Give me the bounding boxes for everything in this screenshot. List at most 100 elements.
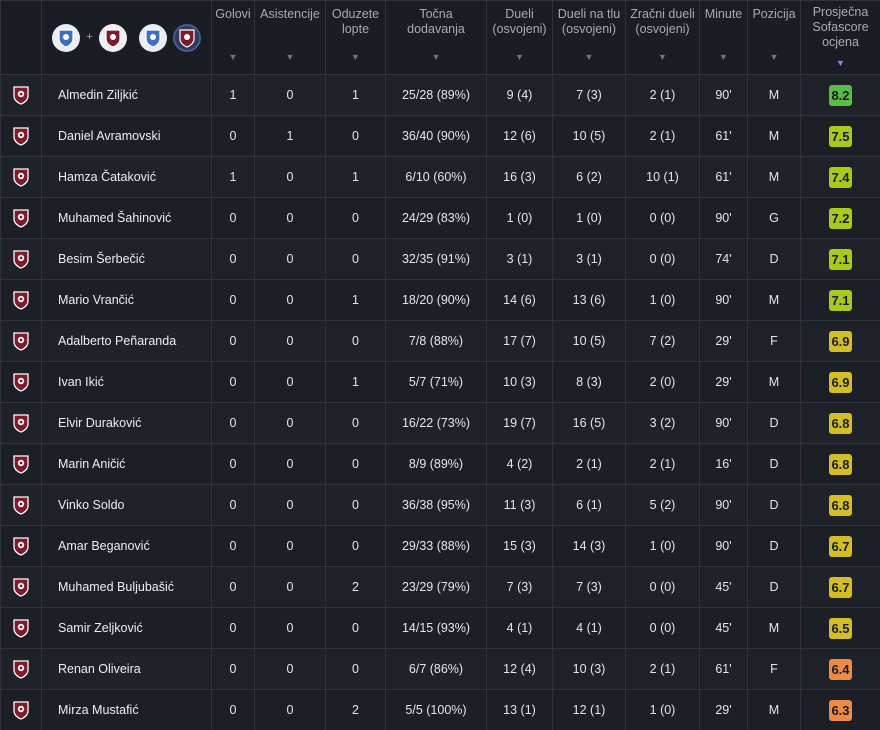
rating-badge: 6.4 — [829, 658, 852, 680]
player-name[interactable]: Amar Beganović — [41, 525, 212, 567]
stat-oduzete: 0 — [325, 238, 386, 280]
stat-golovi: 0 — [211, 115, 255, 157]
stat-tlo: 7 (3) — [552, 566, 626, 608]
team-cell — [0, 607, 42, 649]
player-name[interactable]: Mario Vrančić — [41, 279, 212, 321]
table-row[interactable]: Hamza Čataković 1 0 1 6/10 (60%) 16 (3) 6 (2) 1… — [0, 156, 880, 198]
table-row[interactable]: Mirza Mustafić 0 0 2 5/5 (100%) 13 (1) 12 (1) 1… — [0, 689, 880, 730]
stat-dueli: 4 (2) — [486, 443, 553, 485]
stat-dodavanja: 6/7 (86%) — [385, 648, 487, 690]
player-name[interactable]: Vinko Soldo — [41, 484, 212, 526]
player-name[interactable]: Besim Šerbečić — [41, 238, 212, 280]
home-team-icon[interactable] — [138, 23, 167, 52]
table-row[interactable]: Amar Beganović 0 0 0 29/33 (88%) 15 (3) 14 (3)… — [0, 525, 880, 567]
table-row[interactable]: Almedin Ziljkić 1 0 1 25/28 (89%) 9 (4) 7 (3) 2… — [0, 74, 880, 116]
stat-golovi: 1 — [211, 156, 255, 198]
stat-dodavanja: 25/28 (89%) — [385, 74, 487, 116]
stat-golovi: 0 — [211, 648, 255, 690]
stat-dueli: 14 (6) — [486, 279, 553, 321]
player-name[interactable]: Muhamed Šahinović — [41, 197, 212, 239]
sort-arrow-icon: ▼ — [285, 52, 295, 62]
col-dueli-na-tlu[interactable]: Dueli na tlu (osvojeni) ▼ — [552, 0, 626, 75]
sort-arrow-icon: ▼ — [431, 52, 441, 62]
col-pozicija[interactable]: Pozicija ▼ — [747, 0, 801, 75]
col-minute[interactable]: Minute ▼ — [699, 0, 748, 75]
stat-zracni: 2 (1) — [625, 115, 700, 157]
stat-pozicija: F — [747, 648, 801, 690]
rating-cell: 6.4 — [800, 648, 880, 690]
stat-dueli: 13 (1) — [486, 689, 553, 730]
table-row[interactable]: Muhamed Šahinović 0 0 0 24/29 (83%) 1 (0) 1 (0… — [0, 197, 880, 239]
table-row[interactable]: Samir Zeljković 0 0 0 14/15 (93%) 4 (1) 4 (1) 0… — [0, 607, 880, 649]
stat-tlo: 2 (1) — [552, 443, 626, 485]
rating-badge: 6.7 — [829, 576, 852, 598]
stat-dodavanja: 14/15 (93%) — [385, 607, 487, 649]
table-row[interactable]: Elvir Duraković 0 0 0 16/22 (73%) 19 (7) 16 (5… — [0, 402, 880, 444]
table-row[interactable]: Marin Aničić 0 0 0 8/9 (89%) 4 (2) 2 (1) 2 (1) 1… — [0, 443, 880, 485]
rating-badge: 6.5 — [829, 617, 852, 639]
player-name[interactable]: Mirza Mustafić — [41, 689, 212, 730]
table-row[interactable]: Renan Oliveira 0 0 0 6/7 (86%) 12 (4) 10 (3) 2 … — [0, 648, 880, 690]
table-row[interactable]: Vinko Soldo 0 0 0 36/38 (95%) 11 (3) 6 (1) 5 (2… — [0, 484, 880, 526]
team-cell — [0, 361, 42, 403]
col-oduzete-lopte[interactable]: Oduzete lopte ▼ — [325, 0, 386, 75]
table-row[interactable]: Daniel Avramovski 0 1 0 36/40 (90%) 12 (6) 10 … — [0, 115, 880, 157]
player-name[interactable]: Marin Aničić — [41, 443, 212, 485]
stat-oduzete: 0 — [325, 525, 386, 567]
team-cell — [0, 279, 42, 321]
col-asistencije[interactable]: Asistencije ▼ — [254, 0, 326, 75]
stat-minute: 90' — [699, 74, 748, 116]
table-row[interactable]: Mario Vrančić 0 0 1 18/20 (90%) 14 (6) 13 (6) 1… — [0, 279, 880, 321]
rating-badge: 6.8 — [829, 453, 852, 475]
player-name[interactable]: Adalberto Peñaranda — [41, 320, 212, 362]
player-name[interactable]: Muhamed Buljubašić — [41, 566, 212, 608]
stat-golovi: 0 — [211, 607, 255, 649]
stat-tlo: 7 (3) — [552, 74, 626, 116]
col-dueli[interactable]: Dueli (osvojeni) ▼ — [486, 0, 553, 75]
stat-asist: 0 — [254, 238, 326, 280]
rating-cell: 7.2 — [800, 197, 880, 239]
stat-golovi: 0 — [211, 197, 255, 239]
stat-asist: 1 — [254, 115, 326, 157]
player-name[interactable]: Elvir Duraković — [41, 402, 212, 444]
rating-badge: 6.9 — [829, 371, 852, 393]
col-golovi[interactable]: Golovi ▼ — [211, 0, 255, 75]
stat-oduzete: 1 — [325, 361, 386, 403]
stat-minute: 29' — [699, 689, 748, 730]
table-header-row: + Golovi ▼ Asistencije ▼ Oduzete lopte ▼ Toč… — [0, 0, 880, 75]
away-team-selected-icon[interactable] — [172, 23, 201, 52]
col-tocna-dodavanja[interactable]: Točna dodavanja ▼ — [385, 0, 487, 75]
stat-oduzete: 0 — [325, 648, 386, 690]
col-sofascore-ocjena[interactable]: Prosječna Sofascore ocjena ▼ — [800, 0, 880, 75]
stat-dueli: 19 (7) — [486, 402, 553, 444]
player-name[interactable]: Hamza Čataković — [41, 156, 212, 198]
stat-golovi: 0 — [211, 566, 255, 608]
player-name[interactable]: Renan Oliveira — [41, 648, 212, 690]
stat-minute: 90' — [699, 484, 748, 526]
stat-pozicija: G — [747, 197, 801, 239]
stat-asist: 0 — [254, 156, 326, 198]
stat-minute: 90' — [699, 279, 748, 321]
team-crest-icon — [11, 577, 31, 597]
player-name[interactable]: Ivan Ikić — [41, 361, 212, 403]
player-name[interactable]: Samir Zeljković — [41, 607, 212, 649]
stat-oduzete: 0 — [325, 607, 386, 649]
stat-asist: 0 — [254, 279, 326, 321]
stat-dodavanja: 7/8 (88%) — [385, 320, 487, 362]
stat-tlo: 4 (1) — [552, 607, 626, 649]
stat-zracni: 2 (0) — [625, 361, 700, 403]
stat-tlo: 6 (2) — [552, 156, 626, 198]
stat-minute: 16' — [699, 443, 748, 485]
stat-asist: 0 — [254, 484, 326, 526]
stat-zracni: 1 (0) — [625, 689, 700, 730]
col-zracni-dueli[interactable]: Zračni dueli (osvojeni) ▼ — [625, 0, 700, 75]
player-name[interactable]: Daniel Avramovski — [41, 115, 212, 157]
stat-minute: 74' — [699, 238, 748, 280]
home-crest-icon[interactable] — [52, 23, 81, 52]
table-row[interactable]: Adalberto Peñaranda 0 0 0 7/8 (88%) 17 (7) 10 … — [0, 320, 880, 362]
table-row[interactable]: Besim Šerbečić 0 0 0 32/35 (91%) 3 (1) 3 (1) 0 … — [0, 238, 880, 280]
away-crest-icon[interactable] — [98, 23, 127, 52]
table-row[interactable]: Muhamed Buljubašić 0 0 2 23/29 (79%) 7 (3) 7 (… — [0, 566, 880, 608]
table-row[interactable]: Ivan Ikić 0 0 1 5/7 (71%) 10 (3) 8 (3) 2 (0) 29'… — [0, 361, 880, 403]
player-name[interactable]: Almedin Ziljkić — [41, 74, 212, 116]
